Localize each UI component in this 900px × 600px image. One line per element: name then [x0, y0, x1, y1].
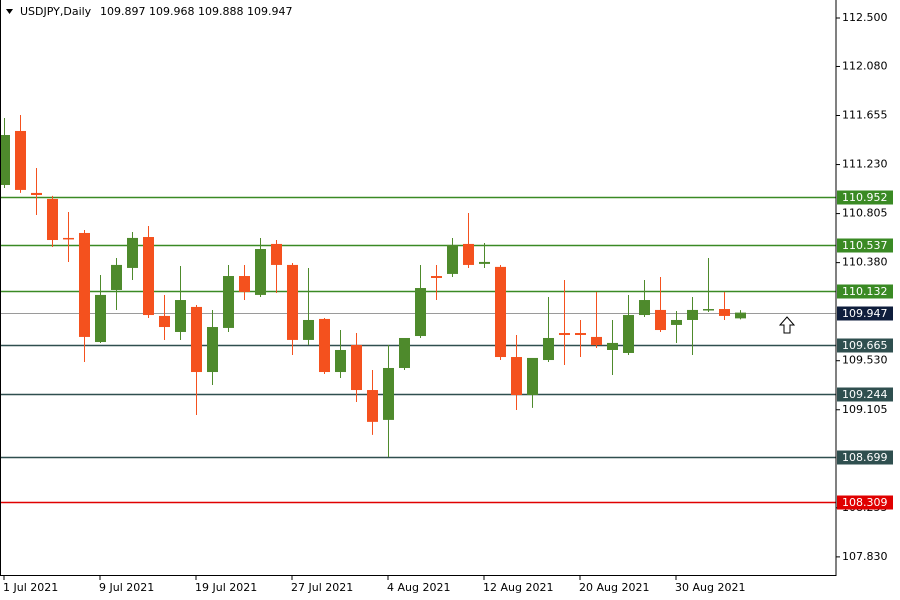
ohlc-open: 109.897 [100, 5, 146, 18]
level-label: 110.952 [842, 191, 888, 204]
candle-body [191, 306, 202, 373]
level-label: 110.132 [842, 285, 888, 298]
candle-body [207, 327, 218, 373]
y-tick-label: 112.080 [842, 59, 888, 72]
level-label-box [837, 190, 893, 205]
candle-body [319, 318, 330, 373]
y-tick-label: 111.230 [842, 158, 888, 171]
level-label-box [837, 450, 893, 465]
level-label: 110.537 [842, 239, 888, 252]
candle-body [719, 309, 730, 316]
candle-body [735, 312, 746, 319]
candle-body [655, 309, 666, 331]
level-label: 108.309 [842, 496, 888, 509]
y-tick-label: 107.830 [842, 550, 888, 563]
candle-body [383, 367, 394, 420]
candle-body [607, 342, 618, 350]
candle-body [303, 319, 314, 340]
candle-body [63, 237, 74, 240]
level-label: 109.244 [842, 388, 888, 401]
x-tick-label: 20 Aug 2021 [579, 581, 649, 594]
level-label-box [837, 338, 893, 353]
candle-body [223, 276, 234, 328]
level-label: 109.665 [842, 339, 888, 352]
candle-body [463, 243, 474, 265]
candle-body [559, 333, 570, 335]
level-label-box [837, 495, 893, 510]
ohlc-low: 109.888 [198, 5, 244, 18]
candle-body [479, 261, 490, 264]
candle-body [495, 266, 506, 358]
ohlc-close: 109.947 [247, 5, 293, 18]
candle-body [0, 135, 10, 185]
y-tick-label: 109.105 [842, 403, 888, 416]
candle-body [143, 237, 154, 316]
candle-body [527, 357, 538, 395]
x-tick-label: 9 Jul 2021 [99, 581, 154, 594]
candle-body [415, 288, 426, 337]
x-tick-label: 27 Jul 2021 [291, 581, 353, 594]
candle-body [591, 336, 602, 346]
candle-body [47, 198, 58, 241]
header: USDJPY,Daily 109.897 109.968 109.888 109… [20, 5, 293, 18]
candle-body [399, 337, 410, 368]
x-tick-label: 19 Jul 2021 [195, 581, 257, 594]
candle-body [447, 244, 458, 274]
candle-body [367, 390, 378, 422]
candle-body [239, 276, 250, 292]
x-tick-label: 1 Jul 2021 [3, 581, 58, 594]
y-tick-label: 110.380 [842, 256, 888, 269]
y-tick-label: 111.655 [842, 109, 888, 122]
candle-body [703, 309, 714, 311]
candle-body [687, 309, 698, 320]
menu-triangle[interactable] [6, 9, 13, 14]
current-price-label: 109.947 [842, 307, 888, 320]
x-tick-label: 30 Aug 2021 [675, 581, 745, 594]
x-tick-label: 4 Aug 2021 [387, 581, 450, 594]
candle-body [111, 264, 122, 290]
candle-body [671, 319, 682, 325]
candle-body [287, 264, 298, 340]
candle-body [127, 237, 138, 268]
plot [0, 115, 836, 504]
candle-body [79, 232, 90, 337]
candle-body [351, 345, 362, 391]
candle-body [575, 333, 586, 335]
y-tick-label: 110.805 [842, 207, 888, 220]
candle-body [639, 300, 650, 316]
candle-body [271, 243, 282, 265]
y-tick-label: 109.530 [842, 354, 888, 367]
level-label-box [837, 238, 893, 253]
cursor-arrow-icon [778, 316, 796, 334]
candle-body [15, 130, 26, 190]
candle-body [543, 337, 554, 361]
level-label-box [837, 284, 893, 299]
symbol-title: USDJPY,Daily [20, 5, 92, 18]
level-label-box [837, 387, 893, 402]
candle-body [159, 315, 170, 328]
current-price-box [837, 306, 893, 321]
x-tick-label: 12 Aug 2021 [483, 581, 553, 594]
candle-body [335, 349, 346, 373]
candle-body [431, 276, 442, 278]
ohlc-high: 109.968 [149, 5, 195, 18]
candle-body [95, 294, 106, 343]
candle-body [175, 300, 186, 332]
candle-body [31, 192, 42, 196]
candle-body [511, 357, 522, 395]
level-label: 108.699 [842, 451, 888, 464]
candle-body [623, 315, 634, 353]
y-tick-label: 112.500 [842, 11, 888, 24]
candle-body [255, 249, 266, 295]
